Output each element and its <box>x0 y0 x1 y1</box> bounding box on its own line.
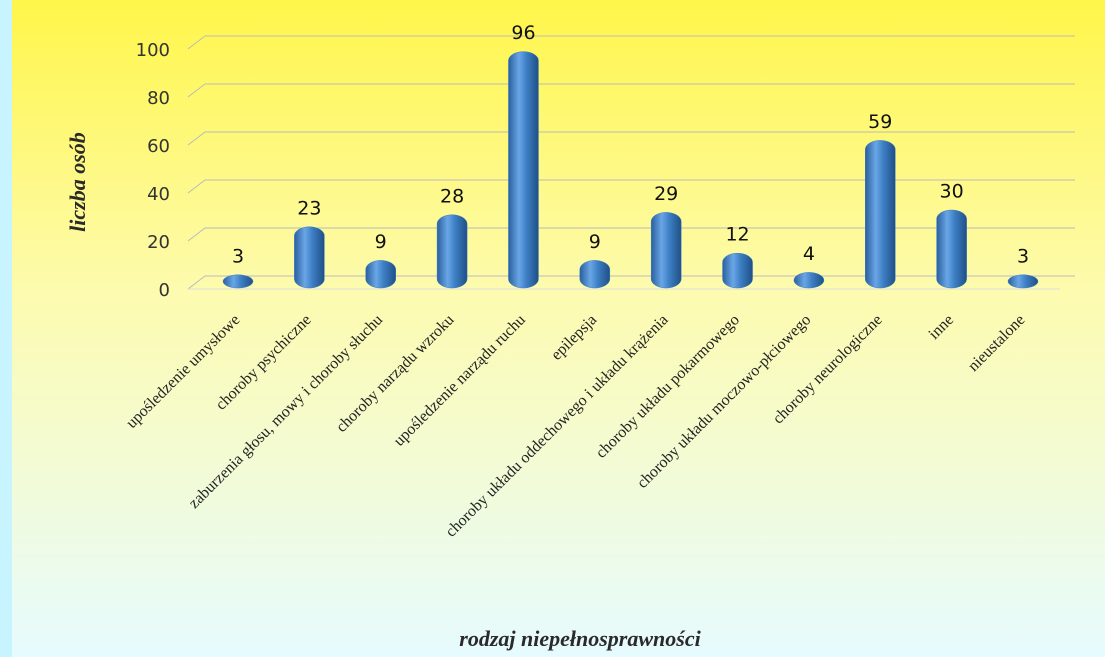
value-label: 30 <box>940 181 964 203</box>
bar <box>294 226 325 289</box>
x-axis-title: rodzaj niepełnosprawności <box>459 626 701 651</box>
value-label: 9 <box>375 231 387 253</box>
grid-line-depth <box>187 131 206 146</box>
grid-line-depth <box>187 179 206 194</box>
value-label: 59 <box>868 111 892 133</box>
bar <box>365 260 396 289</box>
y-tick-label: 0 <box>159 280 170 301</box>
value-label: 23 <box>297 197 321 219</box>
left-strip <box>0 0 12 657</box>
value-label: 3 <box>1017 245 1029 267</box>
bar <box>650 212 682 289</box>
value-label: 4 <box>803 243 815 265</box>
bar <box>508 51 539 289</box>
bar <box>579 260 611 289</box>
bar <box>436 214 468 289</box>
y-tick-label: 100 <box>136 40 170 61</box>
value-label: 96 <box>511 22 535 44</box>
value-label: 9 <box>589 231 601 253</box>
value-label: 12 <box>725 224 749 246</box>
bar <box>865 140 896 289</box>
y-tick-label: 80 <box>147 88 170 109</box>
y-tick-label: 20 <box>147 232 170 253</box>
bar <box>793 272 825 289</box>
bar <box>1007 274 1039 289</box>
y-tick-label: 60 <box>147 136 170 157</box>
bar <box>722 252 753 289</box>
bar <box>222 274 254 289</box>
grid-line-depth <box>187 275 206 290</box>
grid-line-depth <box>187 83 206 98</box>
grid-line-depth <box>187 35 206 50</box>
y-axis-title: liczba osób <box>65 132 90 232</box>
value-label: 28 <box>440 185 464 207</box>
value-label: 29 <box>654 183 678 205</box>
grid-line-depth <box>187 227 206 242</box>
bar <box>936 209 967 289</box>
value-label: 3 <box>232 245 244 267</box>
y-tick-label: 40 <box>147 184 170 205</box>
